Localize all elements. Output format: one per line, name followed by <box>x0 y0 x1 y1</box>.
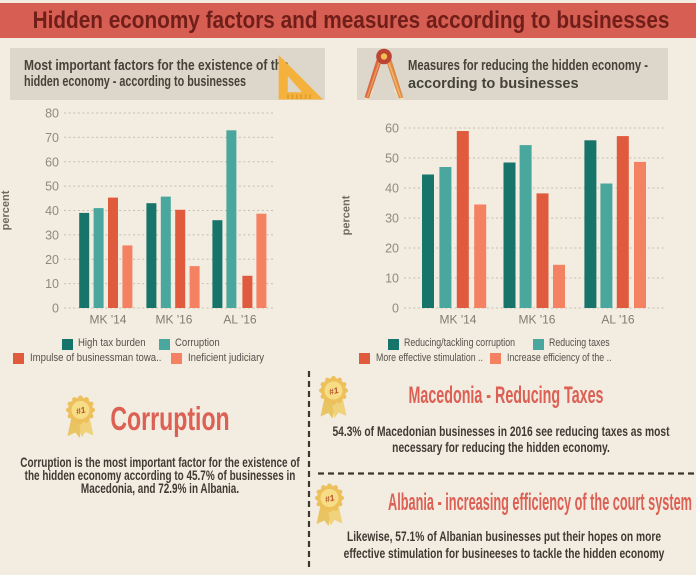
svg-text:AL '16: AL '16 <box>601 313 635 327</box>
svg-text:80: 80 <box>45 107 59 121</box>
svg-text:AL '16: AL '16 <box>223 313 257 327</box>
svg-text:50: 50 <box>45 180 59 194</box>
svg-text:MK '16: MK '16 <box>156 313 193 327</box>
svg-text:20: 20 <box>45 253 59 267</box>
svg-text:MK '16: MK '16 <box>519 313 556 327</box>
svg-text:60: 60 <box>385 122 399 136</box>
svg-text:0: 0 <box>52 302 59 316</box>
svg-text:10: 10 <box>45 277 59 291</box>
svg-text:20: 20 <box>385 242 399 256</box>
svg-text:MK '14: MK '14 <box>90 313 127 327</box>
svg-text:60: 60 <box>45 155 59 169</box>
svg-text:0: 0 <box>392 302 399 316</box>
svg-text:70: 70 <box>45 131 59 145</box>
svg-text:#1: #1 <box>75 404 87 416</box>
svg-text:30: 30 <box>385 212 399 226</box>
svg-text:40: 40 <box>45 204 59 218</box>
svg-text:10: 10 <box>385 272 399 286</box>
svg-text:percent: percent <box>341 195 353 235</box>
svg-text:percent: percent <box>0 190 12 230</box>
svg-text:30: 30 <box>45 228 59 242</box>
svg-text:MK '14: MK '14 <box>440 313 477 327</box>
svg-text:40: 40 <box>385 182 399 196</box>
svg-text:50: 50 <box>385 152 399 166</box>
